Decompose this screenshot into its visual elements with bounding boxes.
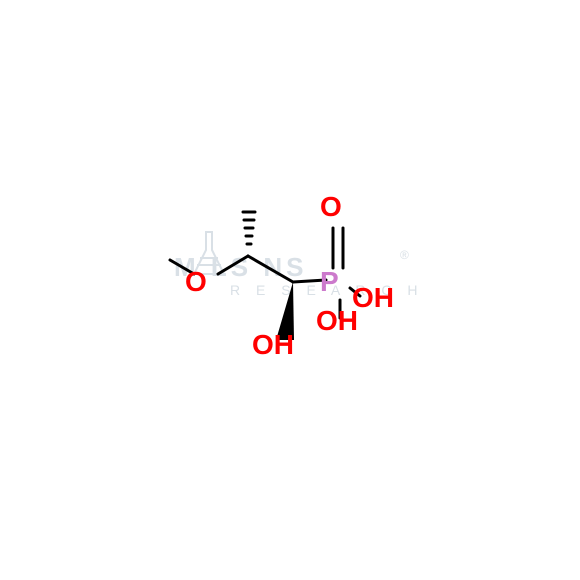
atom-P: P bbox=[320, 268, 339, 296]
atom-O_left: O bbox=[185, 268, 207, 296]
atom-O_top: O bbox=[320, 193, 342, 221]
atom-OH_r1: OH bbox=[352, 284, 394, 312]
atom-OH_bot: OH bbox=[252, 331, 294, 359]
bond-line bbox=[218, 256, 248, 274]
bond-line bbox=[248, 256, 293, 282]
atom-OH_r2: OH bbox=[316, 307, 358, 335]
molecule-canvas: M LS NS R E S E A R C H ® OOPOHOHOH bbox=[0, 0, 580, 580]
bonds-layer bbox=[0, 0, 580, 580]
